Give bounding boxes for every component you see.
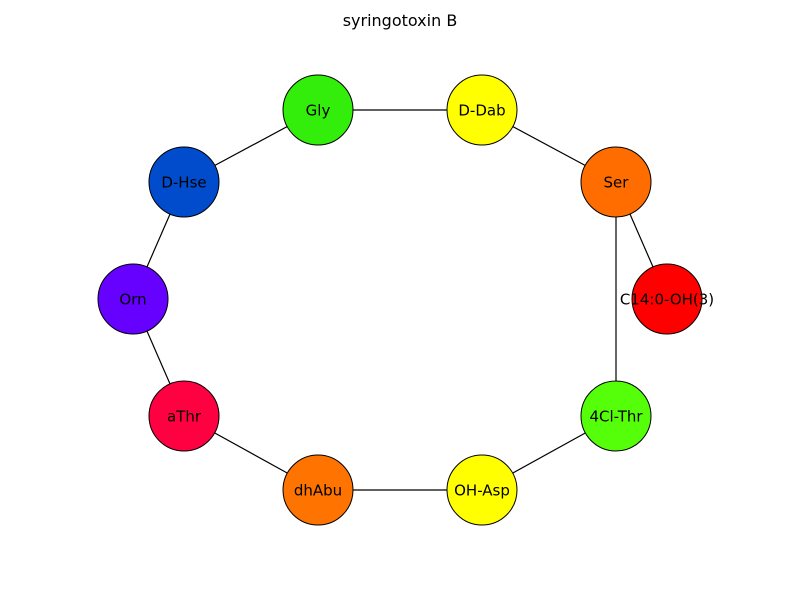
node-orn: Orn — [97, 263, 169, 335]
node-dhse: D-Hse — [148, 146, 220, 218]
node-label-dhabu: dhAbu — [294, 482, 342, 500]
node-circle-dhabu — [282, 454, 354, 526]
node-athr: aThr — [148, 380, 220, 452]
node-clthr: 4Cl-Thr — [580, 380, 652, 452]
node-circle-ddab — [446, 74, 518, 146]
node-circle-athr — [148, 380, 220, 452]
node-label-ohasp: OH-Asp — [454, 482, 510, 500]
node-ser: Ser — [580, 146, 652, 218]
node-label-clthr: 4Cl-Thr — [589, 408, 643, 426]
node-label-c14: C14:0-OH(3) — [620, 291, 714, 309]
node-label-ser: Ser — [604, 174, 630, 192]
node-c14: C14:0-OH(3) — [620, 263, 714, 335]
node-label-ddab: D-Dab — [458, 102, 505, 120]
node-circle-c14 — [631, 263, 703, 335]
node-circle-ser — [580, 146, 652, 218]
node-dhabu: dhAbu — [282, 454, 354, 526]
node-label-gly: Gly — [306, 102, 331, 120]
node-ohasp: OH-Asp — [446, 454, 518, 526]
node-ddab: D-Dab — [446, 74, 518, 146]
node-gly: Gly — [282, 74, 354, 146]
node-circle-gly — [282, 74, 354, 146]
node-circle-clthr — [580, 380, 652, 452]
nodes-layer: Gly D-Dab Ser C14:0-OH(3) D-Hse Orn aThr dhAbu O… — [97, 74, 714, 526]
node-circle-dhse — [148, 146, 220, 218]
node-label-athr: aThr — [167, 408, 202, 426]
node-label-orn: Orn — [119, 291, 146, 309]
diagram-title: syringotoxin B — [343, 11, 458, 30]
node-circle-orn — [97, 263, 169, 335]
node-circle-ohasp — [446, 454, 518, 526]
node-label-dhse: D-Hse — [161, 174, 206, 192]
